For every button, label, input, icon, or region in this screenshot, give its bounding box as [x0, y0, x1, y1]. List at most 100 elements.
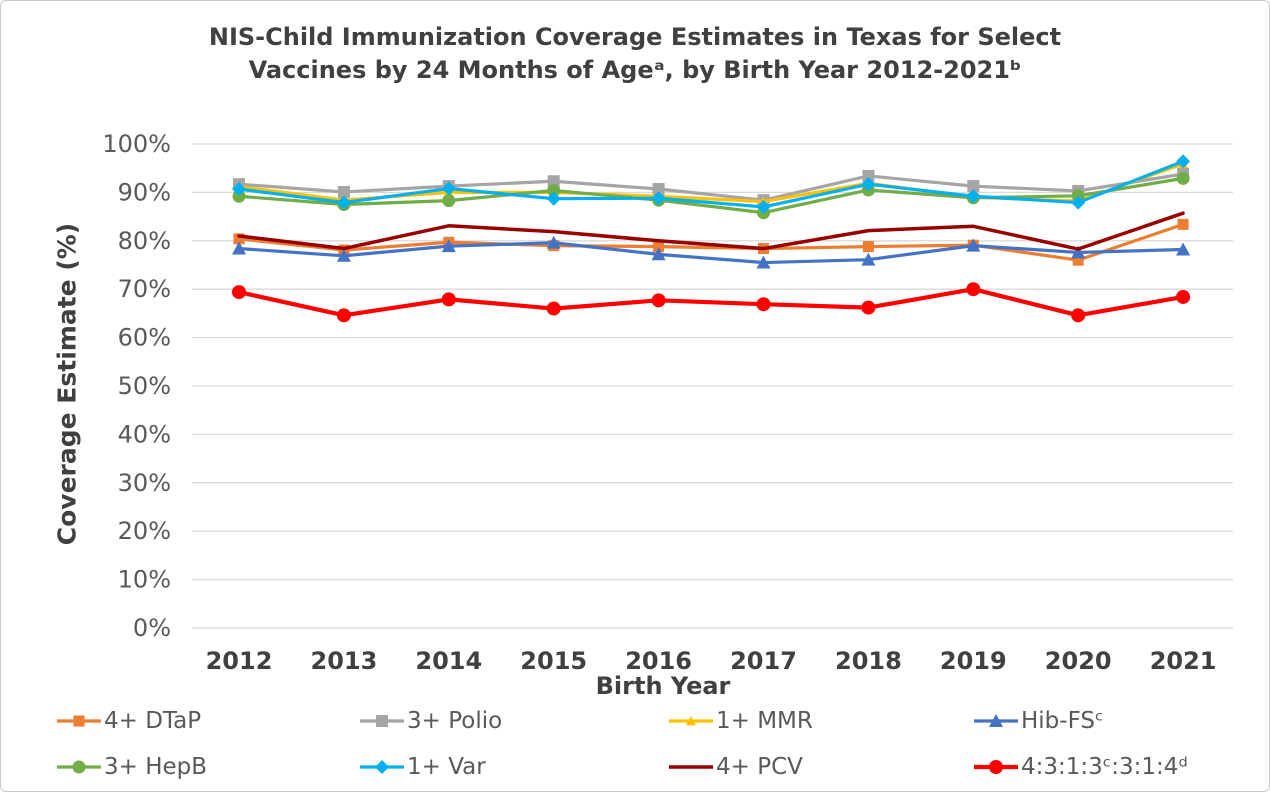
series-marker-3-polio: [337, 185, 350, 198]
legend-label-1-mmr: 1+ MMR: [716, 708, 813, 734]
y-tick-label: 40%: [118, 420, 171, 448]
series-marker-4-dtap: [233, 233, 245, 245]
legend-item-1-mmr: 1+ MMR: [668, 708, 813, 734]
series-line-3-polio: [237, 172, 1185, 202]
y-tick-label: 30%: [118, 469, 171, 497]
series-marker-4-dtap: [1177, 218, 1189, 230]
series-marker-hib-fs: [441, 239, 456, 253]
series-marker-3-polio: [652, 183, 665, 196]
legend-marker-shape: [686, 716, 696, 726]
legend-marker-shape: [73, 715, 85, 727]
series-marker-1-var: [1176, 154, 1191, 169]
series-marker-3-polio: [547, 175, 560, 188]
x-tick-label: 2015: [520, 647, 587, 675]
series-marker-1-var: [861, 177, 876, 192]
series-marker-1-var: [756, 199, 771, 214]
y-tick-label: 20%: [118, 517, 171, 545]
legend-marker-icon-1-mmr: [669, 716, 713, 726]
series-marker-3-hepb: [547, 183, 561, 197]
series-line-1-var: [237, 159, 1185, 209]
legend-item-1-var: 1+ Var: [359, 754, 486, 780]
legend-marker-icon-hib-fs: [974, 714, 1018, 727]
series-marker-3-hepb: [442, 194, 456, 208]
x-tick-label: 2016: [625, 647, 692, 675]
series-line-4-dtap: [237, 222, 1185, 262]
series-marker-hib-fs: [756, 255, 771, 269]
y-tick-label: 80%: [118, 227, 171, 255]
series-marker-3-hepb: [1176, 171, 1190, 185]
series-line-4-3-1-3-3-1-4: [236, 287, 1186, 318]
y-tick-label: 50%: [118, 372, 171, 400]
y-tick-label: 90%: [118, 178, 171, 206]
series-marker-1-var: [966, 189, 981, 204]
series-marker-3-polio: [967, 180, 980, 193]
x-axis-title: Birth Year: [595, 672, 731, 700]
y-tick-label: 10%: [118, 566, 171, 594]
series-marker-hib-fs: [861, 252, 876, 266]
series-marker-4-3-1-3-3-1-4: [1176, 289, 1191, 304]
series-marker-4-3-1-3-3-1-4: [441, 292, 456, 307]
legend-label-hib-fs: Hib-FSᶜ: [1021, 708, 1104, 734]
legend-item-3-hepb: 3+ HepB: [56, 754, 207, 780]
series-marker-3-polio: [862, 169, 875, 182]
legend-item-4-dtap: 4+ DTaP: [56, 708, 201, 734]
series-marker-hib-fs: [336, 248, 351, 262]
series-marker-4-3-1-3-3-1-4: [336, 308, 351, 323]
series-marker-hib-fs: [966, 238, 981, 252]
series-marker-4-3-1-3-3-1-4: [861, 300, 876, 315]
legend-marker-icon-1-var: [360, 760, 404, 774]
series-marker-hib-fs: [1176, 242, 1191, 256]
chart-title-line1: NIS-Child Immunization Coverage Estimate…: [208, 23, 1062, 51]
series-marker-3-hepb: [232, 189, 246, 203]
series-marker-1-var: [232, 182, 246, 197]
y-tick-label: 60%: [118, 324, 171, 352]
series-marker-hib-fs: [546, 235, 561, 249]
series-marker-4-3-1-3-3-1-4: [651, 293, 666, 308]
legend-label-3-hepb: 3+ HepB: [104, 754, 208, 780]
series-marker-4-dtap: [862, 241, 874, 253]
y-tick-label: 100%: [102, 130, 171, 158]
legend-label-1-var: 1+ Var: [407, 754, 486, 780]
chart-title-line2: Vaccines by 24 Months of Ageᵃ, by Birth …: [248, 56, 1022, 84]
chart-title: NIS-Child Immunization Coverage Estimate…: [1, 21, 1269, 87]
x-tick-label: 2021: [1150, 647, 1217, 675]
legend-item-4-pcv: 4+ PCV: [668, 754, 803, 780]
legend-marker-icon-4-dtap: [57, 715, 101, 727]
series-line-4-pcv: [237, 211, 1185, 251]
legend-marker-shape: [72, 760, 86, 774]
series-marker-1-var: [1071, 195, 1086, 210]
series-marker-hib-fs: [651, 247, 666, 261]
legend-label-4-dtap: 4+ DTaP: [104, 708, 202, 734]
series-marker-1-var: [441, 181, 456, 196]
y-tick-label: 0%: [133, 614, 171, 642]
legend-marker-icon-4-pcv: [669, 765, 713, 769]
series-marker-4-3-1-3-3-1-4: [756, 297, 771, 312]
series-marker-1-var: [546, 191, 561, 206]
y-tick-label: 70%: [118, 275, 171, 303]
series-marker-4-3-1-3-3-1-4: [966, 282, 981, 297]
x-tick-label: 2018: [835, 647, 902, 675]
series-marker-4-3-1-3-3-1-4: [232, 285, 246, 300]
legend-label-4-3-1-3-3-1-4: 4:3:1:3ᶜ:3:1:4ᵈ: [1021, 754, 1188, 780]
x-tick-label: 2017: [730, 647, 797, 675]
x-tick-label: 2012: [206, 647, 273, 675]
series-marker-4-3-1-3-3-1-4: [546, 301, 561, 316]
legend-marker-shape: [375, 760, 389, 774]
legend-item-4-3-1-3-3-1-4: 4:3:1:3ᶜ:3:1:4ᵈ: [973, 754, 1188, 780]
series-marker-4-dtap: [1072, 254, 1084, 266]
series-marker-4-dtap: [653, 241, 665, 253]
legend-marker-shape: [376, 715, 388, 727]
legend-label-3-polio: 3+ Polio: [407, 708, 503, 734]
legend-marker-icon-3-hepb: [57, 760, 101, 774]
x-tick-label: 2013: [311, 647, 378, 675]
series-marker-hib-fs: [1071, 245, 1086, 259]
series-marker-hib-fs: [232, 241, 246, 255]
legend-marker-shape: [989, 714, 1003, 727]
series-marker-1-var: [336, 195, 351, 210]
legend-marker-icon-4-3-1-3-3-1-4: [974, 760, 1018, 774]
x-tick-label: 2020: [1045, 647, 1112, 675]
x-tick-label: 2019: [940, 647, 1007, 675]
legend-marker-shape: [989, 760, 1003, 774]
